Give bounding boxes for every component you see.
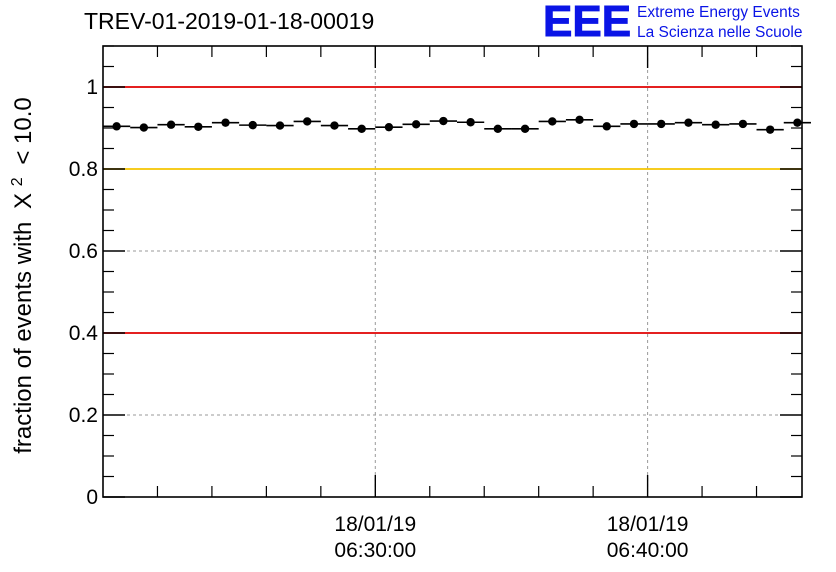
chart-title: TREV-01-2019-01-18-00019 — [84, 8, 375, 34]
data-point — [439, 116, 448, 126]
y-tick-label: 0 — [86, 486, 98, 509]
logo-text-line2: La Scienza nelle Scuole — [637, 24, 803, 41]
y-axis-title-chi: X — [10, 193, 37, 209]
y-axis-title-superscript: 2 — [9, 177, 26, 186]
data-point — [248, 120, 257, 130]
y-tick-label: 0.8 — [69, 158, 98, 181]
data-point — [139, 123, 149, 132]
y-tick-label: 0.2 — [69, 404, 98, 427]
data-point — [765, 125, 775, 134]
data-point — [575, 115, 584, 125]
data-point — [548, 117, 557, 126]
y-tick-label: 0.4 — [69, 322, 99, 345]
y-axis-title-text: fraction of events with — [10, 222, 37, 454]
data-point — [738, 119, 748, 129]
data-point — [330, 121, 339, 130]
y-axis-title: fraction of events with X 2 < 10.0 — [1, 97, 37, 453]
y-tick-label: 1 — [86, 76, 98, 99]
data-point — [194, 122, 203, 131]
data-point — [411, 120, 421, 129]
data-point — [629, 119, 639, 129]
data-point — [493, 124, 503, 134]
axis-ticks — [103, 45, 802, 498]
data-point — [520, 124, 530, 134]
eee-logo: EEE Extreme Energy Events La Scienza nel… — [542, 0, 833, 46]
data-point — [166, 120, 176, 129]
data-point — [684, 118, 693, 127]
y-axis-title-condition: < 10.0 — [10, 97, 37, 164]
data-point — [357, 124, 366, 134]
data-point — [602, 122, 611, 131]
y-tick-label: 0.6 — [69, 240, 98, 263]
x-tick-label-date: 18/01/19 — [607, 513, 689, 536]
x-tick-label-date: 18/01/19 — [334, 513, 416, 536]
data-point — [275, 121, 285, 130]
logo-text-line1: Extreme Energy Events — [637, 4, 800, 21]
data-point — [303, 117, 312, 126]
x-tick-label-time: 06:40:00 — [607, 539, 689, 562]
grid-layer — [103, 46, 802, 497]
logo-mark: EEE — [542, 0, 632, 46]
x-tick-label-time: 06:30:00 — [334, 539, 416, 562]
data-point — [112, 122, 121, 131]
data-point — [384, 122, 394, 132]
plot-frame — [102, 45, 803, 498]
data-point — [221, 118, 230, 127]
data-points — [103, 115, 811, 134]
data-point — [793, 118, 802, 127]
data-point — [657, 119, 666, 129]
data-point — [466, 118, 475, 127]
axis-labels: 0 0.2 0.4 0.6 0.8 1 18/01/19 06:30:00 18/01/19 06… — [69, 76, 689, 562]
reference-lines — [103, 86, 802, 334]
data-point — [711, 120, 720, 129]
